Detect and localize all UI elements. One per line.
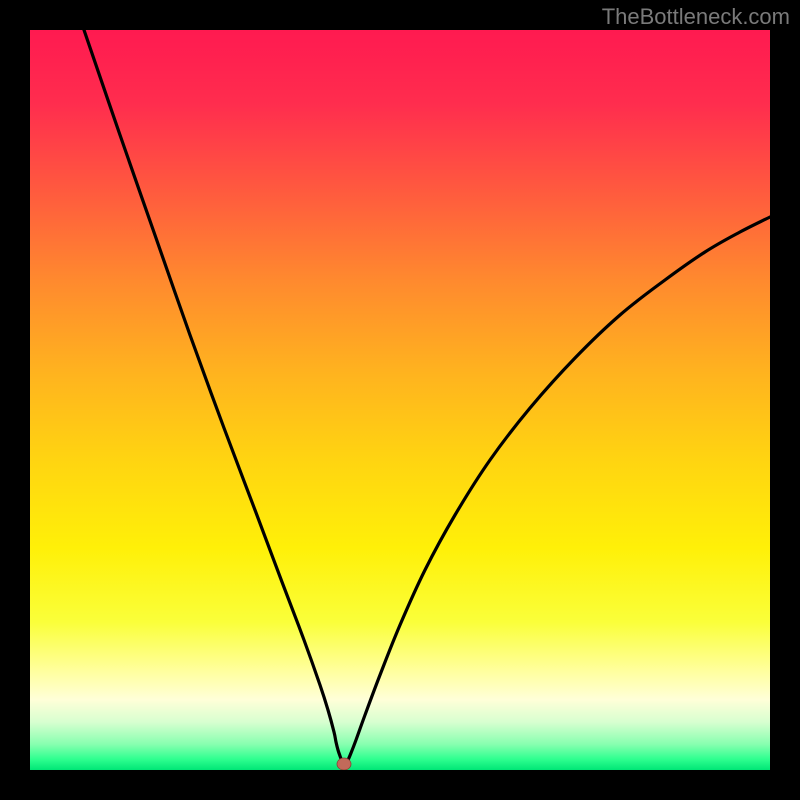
curve-layer: [30, 30, 770, 770]
watermark-text: TheBottleneck.com: [602, 4, 790, 30]
bottleneck-curve: [84, 30, 770, 764]
plot-area: [30, 30, 770, 770]
bottleneck-chart: TheBottleneck.com: [0, 0, 800, 800]
minimum-marker: [337, 758, 351, 770]
